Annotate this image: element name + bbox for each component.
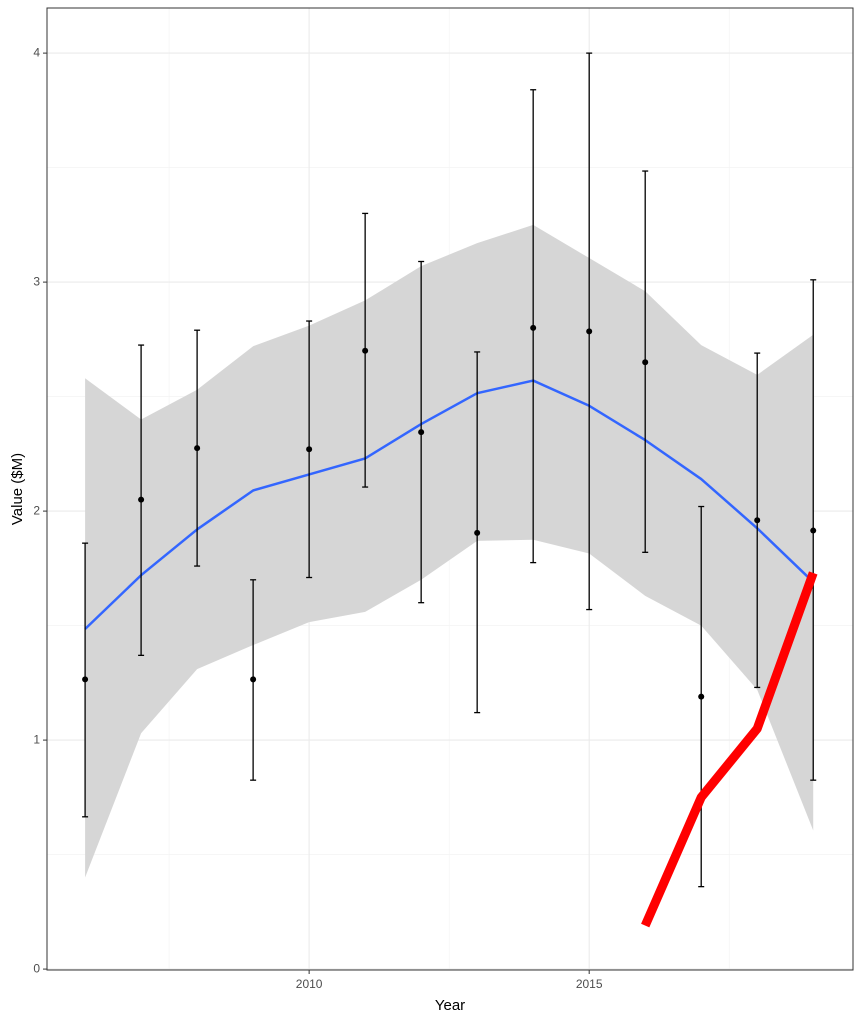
- red-line: [641, 571, 818, 928]
- y-axis-title: Value ($M): [9, 453, 26, 525]
- point: [250, 676, 257, 683]
- point: [362, 347, 369, 354]
- point: [82, 676, 89, 683]
- y-tick-label: 4: [33, 45, 40, 59]
- point: [698, 693, 705, 700]
- y-tick-label: 0: [33, 961, 40, 975]
- x-tick-label: 2010: [296, 977, 323, 991]
- point: [642, 359, 649, 366]
- point: [586, 328, 593, 335]
- y-tick-label: 1: [33, 732, 40, 746]
- y-tick-label: 3: [33, 274, 40, 288]
- smooth-line: [84, 379, 815, 630]
- point: [530, 324, 537, 331]
- confidence-band: [85, 224, 814, 878]
- y-tick-label: 2: [33, 503, 40, 517]
- point: [138, 496, 145, 503]
- panel-border: [46, 7, 854, 971]
- point: [474, 529, 481, 536]
- x-tick-label: 2015: [576, 977, 603, 991]
- point: [194, 445, 201, 452]
- point: [306, 446, 313, 453]
- x-axis-title: Year: [435, 997, 465, 1014]
- point: [810, 527, 817, 534]
- point: [418, 429, 425, 436]
- point: [754, 517, 761, 524]
